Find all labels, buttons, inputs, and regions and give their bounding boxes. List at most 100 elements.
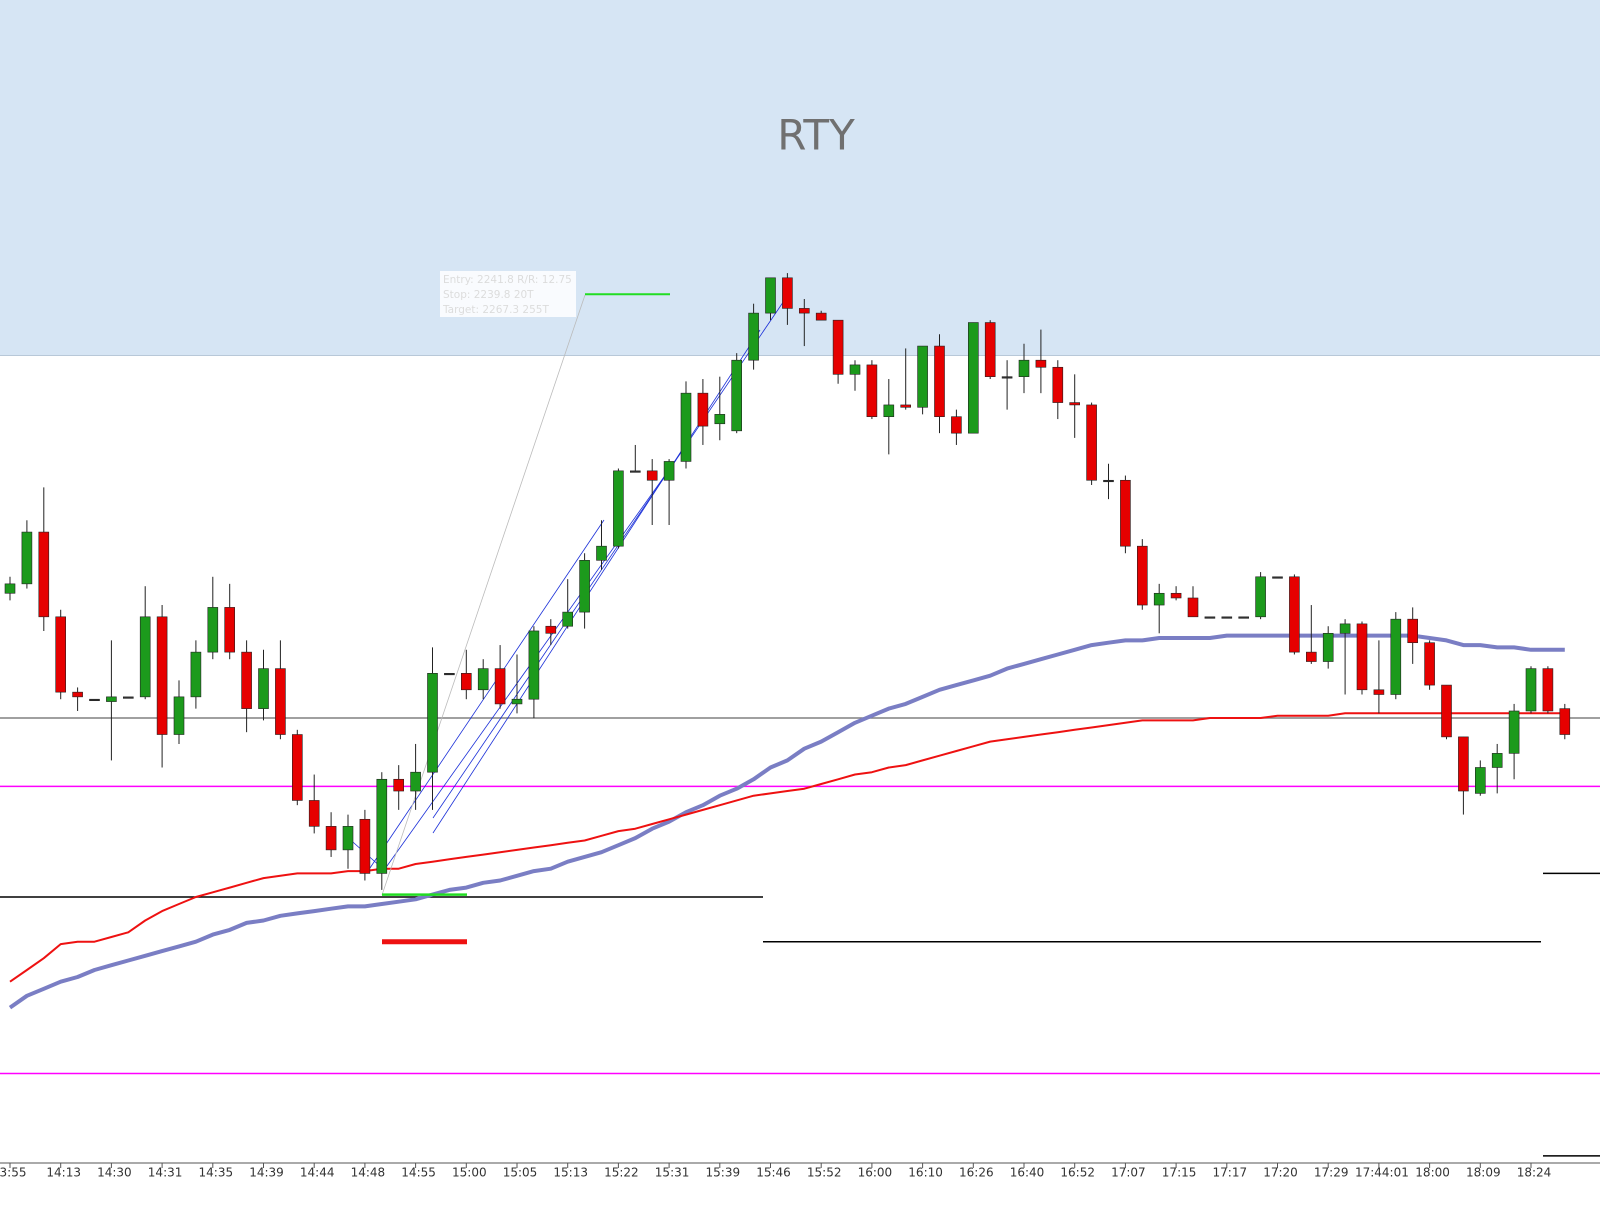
zone-layer bbox=[0, 0, 1600, 356]
candle-body bbox=[646, 470, 658, 481]
x-tick-label: 15:00 bbox=[452, 1166, 487, 1180]
x-tick-label: 16:00 bbox=[858, 1166, 893, 1180]
candle-body bbox=[562, 611, 574, 627]
candle-body bbox=[1525, 668, 1537, 712]
x-tick-label: 17:07 bbox=[1111, 1166, 1146, 1180]
candle-body bbox=[596, 545, 607, 561]
candle-body bbox=[528, 630, 540, 700]
indicator-line bbox=[9, 712, 1565, 983]
candle-body bbox=[494, 668, 506, 705]
candle-body bbox=[748, 312, 759, 361]
candle-body bbox=[139, 616, 151, 698]
candle-body bbox=[477, 668, 489, 691]
candle-body bbox=[207, 607, 219, 653]
candle-body bbox=[1475, 767, 1486, 794]
candle-body bbox=[1407, 618, 1418, 644]
candle-body bbox=[1069, 402, 1080, 406]
candle-body bbox=[1390, 618, 1402, 695]
trade-path bbox=[432, 291, 791, 819]
candle-body bbox=[1086, 404, 1097, 481]
x-tick-label: 14:31 bbox=[148, 1166, 183, 1180]
candle-body bbox=[951, 416, 962, 434]
candle-body bbox=[1373, 689, 1385, 695]
candle-body bbox=[1322, 632, 1334, 662]
candle-body bbox=[190, 651, 202, 698]
candle-body bbox=[291, 734, 303, 801]
x-tick-label: 3:55 bbox=[0, 1166, 26, 1180]
candle-body bbox=[1187, 597, 1199, 618]
x-tick-label: 17:44:01 bbox=[1355, 1166, 1409, 1180]
candle-body bbox=[697, 392, 709, 427]
x-tick-label: 14:30 bbox=[97, 1166, 132, 1180]
candle-body bbox=[1103, 479, 1114, 483]
candle-body bbox=[815, 312, 827, 321]
candle-body bbox=[798, 308, 810, 314]
candle-body bbox=[393, 778, 405, 792]
candle-body bbox=[731, 359, 743, 432]
indicator-line bbox=[8, 633, 1565, 1010]
x-tick-label: 14:55 bbox=[401, 1166, 436, 1180]
candle-body bbox=[21, 531, 33, 585]
price-zone bbox=[0, 0, 1600, 356]
candle-body bbox=[917, 345, 928, 408]
candle-body bbox=[1120, 479, 1131, 547]
candle-body bbox=[1018, 359, 1030, 377]
candle-body bbox=[714, 414, 726, 425]
x-tick-label: 17:15 bbox=[1162, 1166, 1197, 1180]
candle-body bbox=[241, 651, 252, 709]
candle-body bbox=[1035, 359, 1047, 368]
x-axis: 3:55 14:13 14:30 14:31 14:35 14:39 14:44 14:48 1… bbox=[0, 1162, 1600, 1180]
trade-path bbox=[369, 519, 605, 869]
candle-body bbox=[832, 319, 844, 375]
x-tick-label: 14:35 bbox=[199, 1166, 234, 1180]
x-tick-label: 14:39 bbox=[249, 1166, 284, 1180]
candle-body bbox=[1491, 753, 1503, 768]
candle-body bbox=[156, 616, 168, 735]
candle-body bbox=[106, 696, 117, 702]
candle-body bbox=[4, 583, 16, 594]
x-tick-label: 16:40 bbox=[1010, 1166, 1045, 1180]
x-tick-label: 16:10 bbox=[908, 1166, 943, 1180]
x-tick-label: 15:52 bbox=[807, 1166, 842, 1180]
x-tick-label: 16:26 bbox=[959, 1166, 994, 1180]
candle-body bbox=[1204, 616, 1216, 619]
candle-body bbox=[849, 364, 861, 375]
candle-body bbox=[359, 818, 371, 874]
candle-body bbox=[123, 696, 134, 699]
candle-body bbox=[1458, 736, 1469, 792]
x-tick-label: 17:17 bbox=[1213, 1166, 1248, 1180]
candle-body bbox=[1170, 592, 1182, 599]
candle-body bbox=[680, 392, 692, 462]
candle-body bbox=[900, 404, 912, 408]
x-tick-label: 18:24 bbox=[1517, 1166, 1552, 1180]
candle-body bbox=[1559, 708, 1571, 735]
x-tick-label: 18:09 bbox=[1466, 1166, 1501, 1180]
candle-body bbox=[545, 625, 557, 634]
candle-body bbox=[460, 673, 472, 691]
candle-body bbox=[967, 322, 979, 434]
x-tick-label: 17:20 bbox=[1263, 1166, 1298, 1180]
candle-body bbox=[1508, 710, 1520, 754]
x-tick-label: 15:31 bbox=[655, 1166, 690, 1180]
x-tick-label: 17:29 bbox=[1314, 1166, 1349, 1180]
candle-body bbox=[1356, 623, 1368, 691]
candle-body bbox=[613, 470, 624, 547]
candle-body bbox=[1542, 668, 1554, 712]
candle-body bbox=[275, 668, 286, 735]
x-tick-label: 15:39 bbox=[706, 1166, 741, 1180]
note-background bbox=[440, 271, 576, 317]
candle-body bbox=[984, 322, 996, 377]
chart-title: RTY bbox=[777, 111, 855, 160]
candle-body bbox=[444, 673, 455, 676]
candle-body bbox=[376, 778, 388, 874]
x-tick-label: 15:05 bbox=[503, 1166, 538, 1180]
candle-body bbox=[55, 616, 67, 693]
candle-body bbox=[1052, 366, 1064, 403]
candles-layer bbox=[4, 273, 1571, 890]
candle-body bbox=[782, 277, 793, 309]
candle-body bbox=[410, 771, 421, 792]
candle-body bbox=[89, 698, 100, 702]
candle-body bbox=[1441, 684, 1452, 738]
